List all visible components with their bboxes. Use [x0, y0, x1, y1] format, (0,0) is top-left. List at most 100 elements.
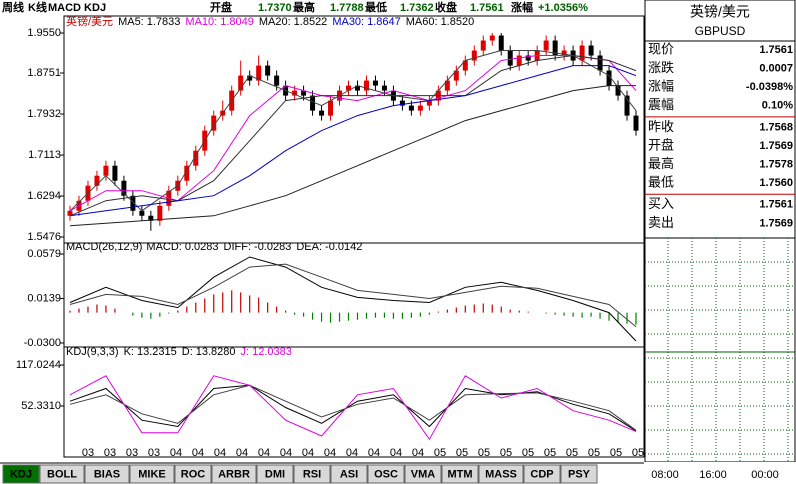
tab-label: VMA — [411, 468, 436, 480]
quote-label: 买入 — [648, 196, 674, 211]
indicator-line — [69, 50, 637, 212]
quote-value: 1.7561 — [759, 199, 793, 211]
quote-panel — [644, 0, 796, 463]
x-tick-label: 04 — [192, 447, 204, 459]
candle-body — [471, 50, 477, 61]
tab[interactable] — [523, 464, 561, 484]
tab-label: MASS — [485, 468, 517, 480]
y-tick-label: 1.6294 — [27, 190, 61, 202]
header-field: 最低 — [365, 0, 387, 14]
tab[interactable] — [211, 464, 257, 484]
time-label: 00:00 — [751, 469, 779, 481]
header-field: +1.0356% — [538, 2, 588, 14]
legend-name: MA10: — [185, 16, 217, 28]
indicator-line — [69, 85, 636, 227]
header-field: 1.7561 — [470, 2, 504, 14]
tab[interactable] — [2, 464, 40, 484]
header-field: K线 — [28, 0, 47, 14]
x-tick-label: 04 — [258, 447, 270, 459]
tab[interactable] — [560, 464, 598, 484]
x-tick-label: 05 — [434, 447, 446, 459]
indicator-line — [69, 55, 637, 212]
header-info: 周线 K线MACD KDJ 开盘 1.7370最高 1.7788最低 1.7362收盘 1.… — [2, 0, 588, 14]
x-tick-label: 05 — [500, 447, 512, 459]
candle-body — [372, 80, 378, 86]
legend-name: K: — [124, 346, 134, 358]
quote-value: 1.7578 — [759, 159, 793, 171]
quote-label: 开盘 — [648, 137, 674, 152]
tab[interactable] — [293, 464, 331, 484]
tab-label: RSI — [303, 468, 321, 480]
y-tick-label: 1.7113 — [28, 149, 61, 161]
tab[interactable] — [441, 464, 479, 484]
legend-value: 1.8520 — [441, 16, 475, 28]
x-tick-label: 04 — [280, 447, 292, 459]
x-tick-label: 03 — [82, 447, 94, 459]
tab-label: BIAS — [94, 468, 120, 480]
candle-body — [354, 85, 360, 91]
candle-body — [310, 95, 316, 111]
candle-body — [94, 175, 100, 186]
candle-body — [462, 60, 468, 71]
header-field: 涨幅 — [511, 0, 533, 14]
legend-value: 1.8522 — [294, 16, 328, 28]
legend-name: MA30: — [332, 16, 364, 28]
quote-value: 0.10% — [762, 100, 793, 112]
tab[interactable] — [39, 464, 85, 484]
x-tick-label: 04 — [346, 447, 358, 459]
candle-body — [381, 85, 387, 91]
candle-body — [453, 70, 459, 81]
x-tick-label: 05 — [478, 447, 490, 459]
legend: 英镑/美元 MA5: 1.7833 MA10: 1.8049 MA20: 1.8522 MA3… — [66, 14, 474, 28]
candle-body — [139, 210, 145, 216]
tab[interactable] — [129, 464, 175, 484]
candle-body — [597, 55, 603, 71]
tab-label: CDP — [530, 468, 553, 480]
x-tick-label: 04 — [170, 447, 182, 459]
tab[interactable] — [174, 464, 212, 484]
candle-body — [561, 50, 567, 56]
legend-name: MA5: — [118, 16, 144, 28]
indicator-line — [69, 375, 637, 441]
candle-body — [606, 70, 612, 86]
x-tick-label: 04 — [302, 447, 314, 459]
legend-value: 1.8049 — [220, 16, 254, 28]
x-tick-label: 05 — [588, 447, 600, 459]
candle-body — [552, 40, 558, 56]
candle-body — [399, 100, 405, 106]
tab-label: ROC — [181, 468, 206, 480]
tab[interactable] — [404, 464, 442, 484]
time-label: 16:00 — [699, 469, 727, 481]
tab[interactable] — [367, 464, 405, 484]
candle-body — [274, 75, 280, 86]
x-tick-label: 05 — [632, 447, 644, 459]
x-tick-label: 04 — [236, 447, 248, 459]
quote-code: GBPUSD — [695, 24, 746, 38]
legend-name: MACD: — [146, 241, 181, 253]
candle-body — [525, 55, 531, 61]
candle-body — [489, 35, 495, 41]
tab[interactable] — [256, 464, 294, 484]
candle-body — [543, 40, 549, 51]
y-tick-label: 1.7932 — [27, 108, 61, 120]
y-tick-label: 1.8751 — [27, 67, 61, 79]
tab-label: BOLL — [47, 468, 77, 480]
x-tick-label: 05 — [610, 447, 622, 459]
candle-body — [346, 85, 352, 91]
tab[interactable] — [478, 464, 524, 484]
y-tick-label: 52.3310 — [21, 400, 61, 412]
legend-title: KDJ(9,3,3) — [66, 346, 119, 358]
header-field: 最高 — [293, 0, 315, 14]
legend-value: 1.8647 — [367, 16, 401, 28]
time-label: 08:00 — [651, 469, 679, 481]
tab[interactable] — [84, 464, 130, 484]
tab-label: OSC — [374, 468, 398, 480]
candle-body — [633, 115, 639, 131]
quote-value: 1.7568 — [759, 121, 793, 133]
candle-body — [507, 50, 513, 66]
header-field: 1.7370 — [258, 2, 292, 14]
candle-body — [256, 65, 262, 81]
legend-name: MA20: — [259, 16, 291, 28]
x-tick-label: 04 — [390, 447, 402, 459]
tab[interactable] — [330, 464, 368, 484]
